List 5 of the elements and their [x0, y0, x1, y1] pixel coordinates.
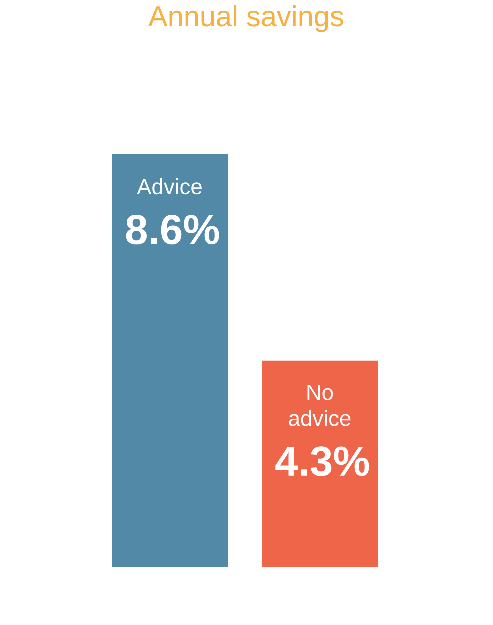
- data-label: 8.6%: [126, 215, 220, 245]
- x-tick-label: Advice: [137, 178, 202, 195]
- x-tick-label: No advice: [289, 385, 351, 426]
- chart-title: Annual savings: [148, 6, 344, 32]
- data-label: 4.3%: [276, 446, 370, 476]
